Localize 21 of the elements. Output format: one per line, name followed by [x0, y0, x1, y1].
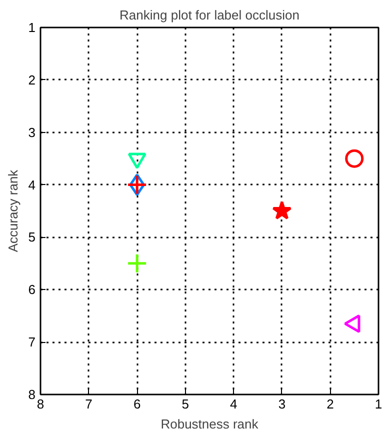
- x-tick-label: 3: [278, 396, 286, 412]
- y-tick-label: 4: [28, 177, 36, 192]
- y-tick-label: 2: [28, 72, 36, 88]
- y-tick-label: 8: [28, 387, 36, 402]
- point: [272, 200, 292, 220]
- y-tick-label: 6: [28, 282, 36, 298]
- point: [126, 253, 148, 274]
- y-tick-label: 1: [28, 20, 36, 35]
- x-tick-label: 6: [133, 396, 141, 412]
- point: [345, 149, 364, 168]
- x-tick-label: 7: [85, 396, 92, 412]
- x-tick-label: 1: [374, 396, 382, 412]
- chart-title: Ranking plot for label occlusion: [120, 8, 300, 22]
- y-axis-title: Accuracy rank: [5, 169, 20, 252]
- x-tick-label: 2: [326, 396, 334, 412]
- x-tick-label: 4: [230, 396, 238, 412]
- y-tick-label: 5: [28, 230, 36, 245]
- x-axis-title: Robustness rank: [160, 416, 259, 432]
- y-tick-label: 7: [28, 334, 36, 350]
- x-tick-label: 5: [182, 396, 189, 412]
- y-tick-label: 3: [28, 124, 36, 140]
